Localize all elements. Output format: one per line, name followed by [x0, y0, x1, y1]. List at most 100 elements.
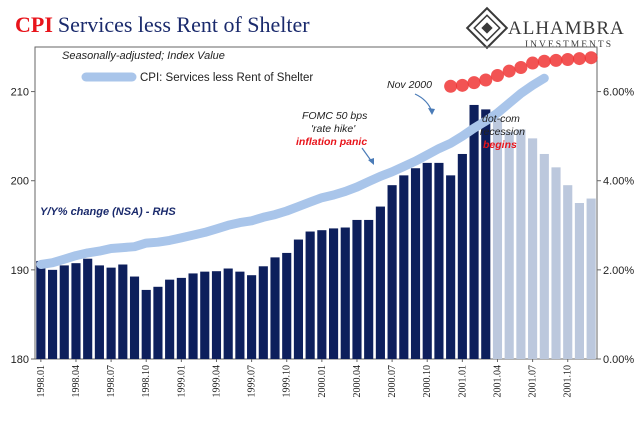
- bar: [59, 265, 69, 359]
- annotation-dotcom-line1: dot-com: [482, 113, 520, 125]
- bar: [328, 228, 339, 359]
- bar: [469, 104, 479, 359]
- series-line: [36, 73, 549, 269]
- x-tick-label: 2000.04: [352, 365, 363, 398]
- bar: [94, 265, 104, 359]
- bar: [165, 279, 175, 359]
- bar: [516, 129, 526, 359]
- bar: [36, 260, 46, 359]
- arrow-head-fomc: [368, 158, 374, 165]
- bar: [410, 168, 421, 359]
- bar: [270, 257, 280, 359]
- highlight-dot: [537, 54, 551, 68]
- x-tick-label: 1999.01: [176, 365, 187, 398]
- bar: [235, 271, 245, 359]
- x-tick-label: 1998.04: [71, 365, 82, 398]
- logo-subtext: INVESTMENTS: [525, 40, 613, 50]
- bar: [118, 264, 128, 359]
- bar: [551, 167, 561, 359]
- left-tick-label: 180: [11, 354, 29, 366]
- bar-series: [36, 104, 596, 360]
- x-tick-label: 1999.07: [247, 365, 258, 398]
- x-axis: 1998.01 1998.04 1998.07 1998.10 1999.01 1999.…: [36, 359, 574, 398]
- annotation-fomc-line2: 'rate hike': [311, 123, 356, 135]
- bar: [247, 275, 257, 359]
- x-tick-label: 1998.01: [36, 365, 47, 398]
- bar: [457, 153, 467, 359]
- bar: [141, 289, 151, 359]
- bar: [71, 263, 81, 359]
- bar: [446, 175, 456, 359]
- bar: [504, 131, 514, 359]
- x-tick-label: 2000.01: [317, 365, 328, 398]
- left-tick-label: 200: [11, 176, 29, 188]
- chart-subtitle: Seasonally-adjusted; Index Value: [62, 50, 225, 62]
- bar: [106, 267, 116, 359]
- bar: [200, 271, 210, 359]
- x-tick-label: 2001.01: [457, 365, 468, 398]
- bar: [399, 175, 409, 359]
- right-tick-label: 6.00%: [603, 87, 634, 99]
- bar: [352, 219, 362, 359]
- bar: [153, 286, 163, 359]
- bar: [293, 239, 304, 359]
- x-tick-label: 1999.04: [211, 365, 222, 398]
- title-rest: Services less Rent of Shelter: [58, 12, 310, 37]
- highlight-dots: [444, 51, 598, 93]
- arrow-head-nov2000: [428, 108, 435, 115]
- highlight-dot: [584, 51, 598, 65]
- plot-frame: [34, 46, 598, 360]
- bar: [317, 230, 327, 359]
- bar: [47, 269, 58, 359]
- rhs-series-label: Y/Y% change (NSA) - RHS: [40, 206, 176, 218]
- legend: CPI: Services less Rent of Shelter: [81, 72, 313, 84]
- logo-name: ALHAMBRA: [508, 18, 625, 39]
- bar: [481, 109, 491, 360]
- bar: [563, 185, 573, 359]
- highlight-dot: [490, 69, 504, 83]
- highlight-dot: [455, 78, 469, 92]
- alhambra-logo: ALHAMBRA INVESTMENTS: [465, 6, 625, 50]
- line-series: [36, 73, 549, 269]
- x-tick-label: 2001.04: [492, 365, 503, 398]
- bar: [574, 203, 585, 359]
- highlight-dot: [549, 53, 563, 67]
- right-tick-label: 0.00%: [603, 354, 634, 366]
- bar: [387, 185, 397, 359]
- bar: [176, 277, 186, 359]
- highlight-dot: [467, 76, 481, 90]
- bar: [492, 118, 503, 359]
- bar: [375, 206, 385, 359]
- x-tick-label: 1998.10: [141, 365, 152, 398]
- bar: [83, 258, 93, 359]
- annotation-fomc-line3: inflation panic: [296, 136, 367, 148]
- title-highlight: CPI: [15, 12, 53, 37]
- highlight-dot: [514, 61, 528, 75]
- highlight-dot: [526, 56, 540, 70]
- bar: [211, 271, 222, 359]
- left-axis: 180 190 200 210: [11, 87, 35, 366]
- x-tick-label: 2000.07: [387, 365, 398, 398]
- bar: [539, 153, 549, 359]
- highlight-dot: [502, 64, 516, 78]
- x-tick-label: 1999.10: [282, 365, 293, 398]
- highlight-dot: [561, 52, 575, 66]
- highlight-dot: [479, 73, 493, 87]
- right-tick-label: 4.00%: [603, 176, 634, 188]
- highlight-dot: [572, 52, 586, 66]
- logo-mark-icon: [465, 6, 509, 50]
- bar: [223, 268, 233, 359]
- x-tick-label: 2001.10: [563, 365, 574, 398]
- bar: [422, 162, 432, 359]
- right-axis: 0.00% 2.00% 4.00% 6.00%: [597, 87, 634, 366]
- bar: [258, 266, 268, 359]
- bar: [188, 273, 198, 359]
- left-tick-label: 190: [11, 265, 29, 277]
- bar: [129, 276, 140, 359]
- left-tick-label: 210: [11, 87, 29, 99]
- x-tick-label: 1998.07: [106, 365, 117, 398]
- annotation-nov2000: Nov 2000: [387, 79, 432, 91]
- annotation-fomc-line1: FOMC 50 bps: [302, 110, 368, 122]
- bar: [340, 227, 350, 359]
